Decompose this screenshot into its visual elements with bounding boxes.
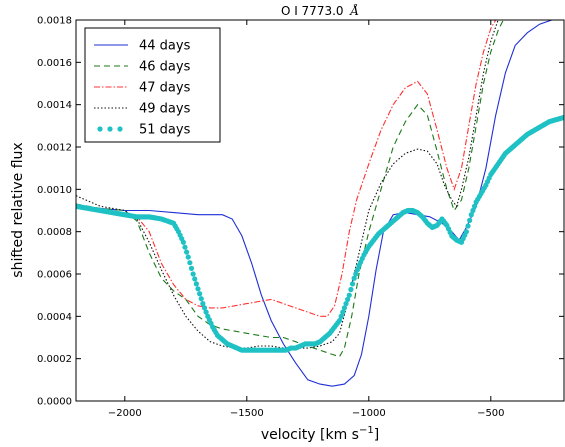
data-point xyxy=(354,267,361,273)
data-point xyxy=(198,296,204,302)
data-point xyxy=(180,239,186,245)
legend-label: 46 days xyxy=(139,60,191,75)
legend-label: 49 days xyxy=(139,102,191,117)
legend-box xyxy=(84,27,221,143)
data-point xyxy=(338,313,344,319)
y-tick-label: 0.0012 xyxy=(37,143,72,154)
x-axis-label-sup: −1 xyxy=(359,425,374,436)
y-tick-label: 0.0010 xyxy=(37,185,72,196)
data-point xyxy=(353,271,359,277)
x-tick-label: −1000 xyxy=(352,408,386,419)
x-axis-label: velocity [km s−1] xyxy=(261,425,379,443)
data-point xyxy=(187,260,193,266)
data-point xyxy=(561,114,564,120)
x-tick-label: −2000 xyxy=(108,408,142,419)
y-axis-label: shifted relative flux xyxy=(10,142,26,277)
x-tick-label: −500 xyxy=(477,408,504,419)
series-line-49-days xyxy=(76,20,499,349)
data-point xyxy=(201,305,208,311)
x-axis-label-end: ] xyxy=(374,427,379,443)
series-line-47-days xyxy=(76,20,497,317)
chart-title-main: O I 7773.0 xyxy=(281,4,344,18)
y-tick-label: 0.0008 xyxy=(37,227,72,238)
data-point xyxy=(185,254,191,260)
series-line-46-days xyxy=(76,20,504,358)
legend-marker xyxy=(117,126,123,132)
series-layer xyxy=(76,20,564,387)
legend-marker xyxy=(97,126,103,132)
x-axis-label-main: velocity [km s xyxy=(261,427,359,443)
legend-label: 44 days xyxy=(139,39,191,54)
legend: 44 days 46 days 47 days 49 days 51 days xyxy=(84,27,221,143)
data-point xyxy=(471,203,478,209)
chart-title-unit: Å xyxy=(348,3,359,18)
data-point xyxy=(341,305,347,311)
series-51-days xyxy=(76,114,564,353)
data-point xyxy=(349,281,356,287)
data-point xyxy=(351,275,357,281)
legend-label: 47 days xyxy=(139,81,191,96)
y-tick-label: 0.0002 xyxy=(37,354,72,365)
y-tick-label: 0.0014 xyxy=(37,100,72,111)
chart-title: O I 7773.0 Å xyxy=(281,3,359,18)
data-point xyxy=(200,301,206,307)
data-point xyxy=(470,207,476,214)
data-point xyxy=(192,276,198,282)
data-point xyxy=(348,286,354,293)
data-point xyxy=(465,223,471,229)
data-point xyxy=(197,291,203,297)
ticks-layer: −2000 −1500 −1000 −500 0.0000 0.0002 0.0004 0.0… xyxy=(37,16,564,419)
y-tick-label: 0.0016 xyxy=(37,58,72,69)
data-point xyxy=(193,281,199,287)
data-point xyxy=(467,217,473,223)
data-point xyxy=(195,286,201,292)
data-point xyxy=(188,265,195,271)
plot-frame xyxy=(75,19,565,402)
data-point xyxy=(463,229,469,235)
data-point xyxy=(203,309,209,315)
data-point xyxy=(345,296,351,302)
data-point xyxy=(336,317,343,324)
y-tick-label: 0.0018 xyxy=(37,16,72,27)
data-point xyxy=(190,271,196,277)
data-point xyxy=(184,249,190,255)
data-point xyxy=(182,244,188,250)
y-tick-label: 0.0006 xyxy=(37,270,72,281)
data-point xyxy=(468,212,474,218)
data-point xyxy=(340,309,346,315)
data-point xyxy=(346,292,352,298)
legend-label: 51 days xyxy=(139,123,191,138)
y-tick-label: 0.0000 xyxy=(37,397,72,408)
data-point xyxy=(343,301,349,307)
y-tick-label: 0.0004 xyxy=(37,312,72,323)
series-line-44-days xyxy=(76,20,554,387)
x-tick-label: −1500 xyxy=(230,408,264,419)
legend-marker xyxy=(107,126,113,132)
